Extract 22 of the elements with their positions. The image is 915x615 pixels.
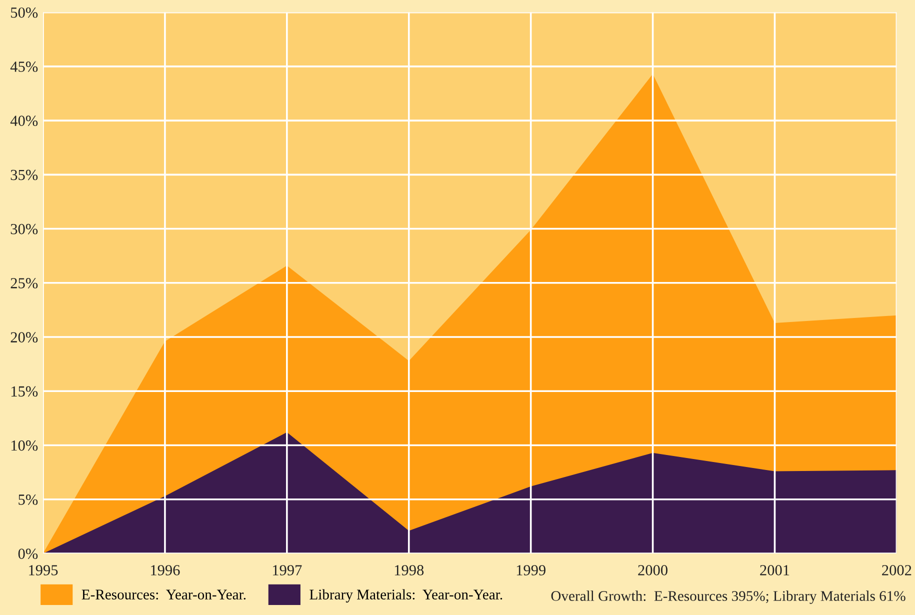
- y-tick-label: 50%: [11, 7, 38, 18]
- y-tick-label: 0%: [18, 548, 38, 559]
- y-tick-label: 20%: [10, 332, 38, 343]
- x-tick-label: 2000: [638, 565, 668, 576]
- y-tick-label: 35%: [10, 170, 38, 180]
- y-tick-label: 25%: [10, 278, 38, 288]
- legend-label: Library Materials: Year-on-Year.: [310, 589, 502, 602]
- y-tick-label: 5%: [18, 494, 38, 505]
- x-tick-label: 1995: [29, 565, 58, 576]
- y-tick-label: 40%: [10, 116, 38, 126]
- y-tick-label: 30%: [10, 224, 38, 234]
- x-tick-label: 1998: [394, 565, 424, 576]
- x-tick-label: 2002: [882, 565, 912, 576]
- x-tick-label: 2001: [760, 565, 790, 576]
- y-tick-label: 10%: [11, 440, 38, 451]
- x-tick-label: 1999: [516, 565, 546, 576]
- legend-label: E-Resources: Year-on-Year.: [82, 590, 246, 600]
- y-tick-label: 45%: [10, 62, 38, 72]
- x-tick-label: 1997: [272, 565, 302, 576]
- text: Overall Growth: E-Resources 395%; Library Materials 61%: [551, 590, 906, 604]
- x-tick-label: 1996: [151, 565, 180, 576]
- y-tick-label: 15%: [11, 386, 38, 397]
